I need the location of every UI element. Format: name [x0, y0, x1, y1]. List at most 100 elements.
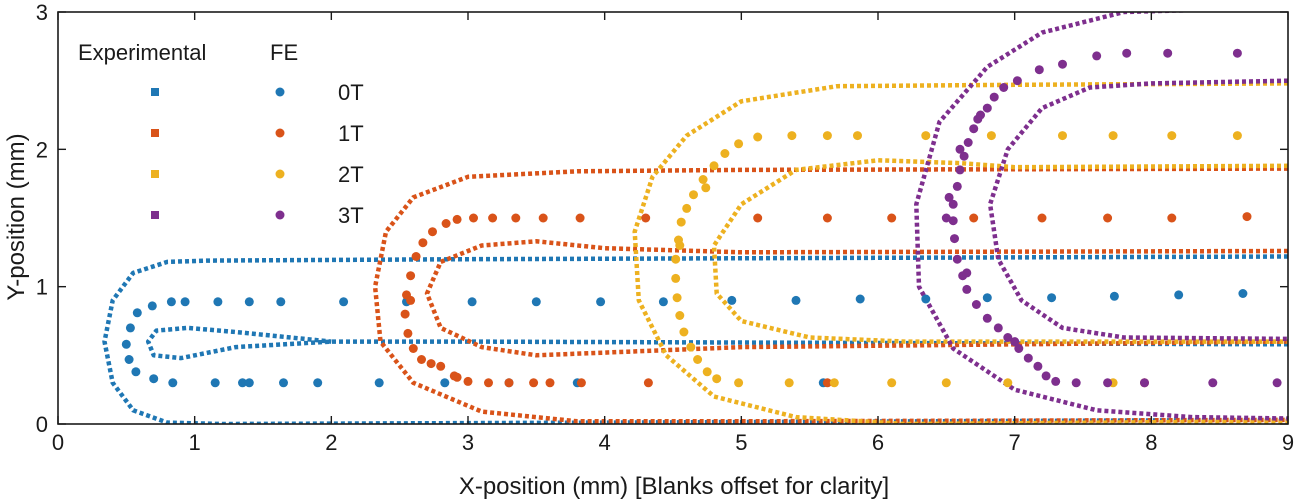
- fe-point-0t: [244, 378, 254, 388]
- fe-point-0t: [1238, 289, 1248, 298]
- y-tick-label: 3: [36, 0, 48, 25]
- fe-point-1t: [529, 378, 539, 388]
- fe-point-2t: [709, 161, 719, 171]
- fe-point-2t: [1058, 131, 1067, 141]
- fe-point-0t: [440, 378, 450, 388]
- y-tick-label: 0: [36, 412, 48, 437]
- fe-point-3t: [1003, 333, 1013, 342]
- fe-point-3t: [959, 151, 969, 161]
- fe-point-2t: [734, 378, 744, 388]
- axes: 0 1 2 3 4 5 6 7 8 9 0 1 2 3: [36, 0, 1294, 455]
- x-tick-label: 7: [1009, 430, 1021, 455]
- fe-point-3t: [955, 165, 965, 175]
- fe-point-1t: [417, 355, 426, 364]
- legend-marker-fe-0t: [275, 87, 285, 97]
- fe-point-0t: [596, 297, 606, 307]
- plot-area: [102, 12, 1288, 424]
- x-tick-label: 3: [462, 430, 474, 455]
- x-tick-label: 2: [325, 430, 337, 455]
- fe-point-2t: [784, 378, 794, 388]
- legend-marker-experimental-3t: [151, 211, 159, 219]
- fe-point-3t: [1023, 353, 1033, 363]
- experimental-curve-2t-1: [711, 158, 1288, 344]
- fe-point-2t: [853, 131, 862, 141]
- fe-point-3t: [952, 181, 962, 191]
- fe-point-2t: [720, 149, 730, 158]
- fe-point-0t: [982, 293, 992, 303]
- fe-point-0t: [147, 301, 157, 311]
- fe-point-2t: [675, 241, 685, 250]
- fe-point-2t: [702, 367, 712, 377]
- fe-point-1t: [406, 271, 416, 281]
- x-tick-label: 6: [872, 430, 884, 455]
- experimental-curve-3t-0: [914, 12, 1288, 421]
- legend-marker-experimental-1t: [151, 129, 159, 137]
- fe-point-2t: [675, 311, 685, 320]
- fe-point-0t: [658, 297, 668, 307]
- fe-point-1t: [418, 238, 428, 248]
- fe-point-0t: [374, 378, 384, 388]
- fe-point-3t: [1058, 59, 1067, 69]
- fe-point-3t: [1163, 48, 1173, 58]
- fe-point-2t: [753, 132, 763, 142]
- fe-point-0t: [1047, 293, 1057, 303]
- fe-point-2t: [986, 131, 996, 141]
- fe-point-0t: [791, 295, 801, 305]
- fe-point-3t: [1140, 378, 1149, 388]
- fe-point-1t: [545, 378, 555, 388]
- fe-point-1t: [822, 213, 832, 223]
- fe-point-1t: [1103, 213, 1113, 223]
- fe-point-3t: [1041, 371, 1051, 381]
- fe-point-1t: [411, 252, 421, 261]
- fe-point-2t: [787, 131, 797, 141]
- fe-point-1t: [469, 213, 478, 223]
- fe-point-1t: [887, 213, 897, 223]
- x-axis-label: X-position (mm) [Blanks offset for clari…: [459, 473, 889, 500]
- fe-point-0t: [339, 297, 349, 307]
- fe-point-0t: [1174, 290, 1184, 300]
- fe-point-0t: [921, 294, 931, 304]
- fe-point-3t: [962, 284, 972, 294]
- fe-point-0t: [180, 297, 190, 307]
- fe-point-1t: [576, 378, 586, 388]
- fe-point-3t: [952, 254, 962, 264]
- legend: Experimental FE 0T 1T 2T 3T: [66, 26, 382, 236]
- fe-point-2t: [829, 378, 839, 388]
- fe-point-3t: [1071, 378, 1081, 388]
- fe-point-0t: [276, 297, 286, 307]
- legend-marker-fe-3t: [275, 210, 285, 220]
- fe-point-2t: [1232, 131, 1242, 141]
- fe-point-2t: [921, 131, 931, 141]
- fe-point-3t: [948, 199, 958, 209]
- fe-point-0t: [467, 297, 477, 307]
- fe-point-3t: [1208, 378, 1218, 388]
- experimental-curve-1t-1: [424, 239, 1288, 358]
- x-tick-label: 9: [1282, 430, 1294, 455]
- fe-point-0t: [531, 297, 541, 307]
- fe-point-1t: [436, 361, 446, 371]
- fe-point-2t: [671, 254, 681, 264]
- x-tick-label: 8: [1145, 430, 1157, 455]
- fe-point-2t: [1167, 131, 1177, 141]
- fe-point-0t: [213, 297, 223, 307]
- legend-marker-fe-2t: [275, 169, 285, 179]
- x-tick-label: 5: [735, 430, 747, 455]
- fe-point-1t: [403, 328, 413, 338]
- fe-point-1t: [426, 359, 436, 369]
- fe-point-1t: [643, 378, 653, 388]
- legend-label-2t: 2T: [338, 162, 364, 187]
- fe-point-3t: [971, 300, 981, 309]
- fe-point-2t: [701, 183, 711, 193]
- fe-point-0t: [168, 378, 178, 388]
- fe-point-1t: [575, 213, 585, 223]
- fe-point-2t: [676, 217, 686, 227]
- fe-point-1t: [400, 309, 410, 319]
- legend-label-1t: 1T: [338, 121, 364, 146]
- fe-point-2t: [941, 378, 951, 388]
- fe-point-1t: [753, 213, 763, 223]
- fe-point-3t: [976, 110, 985, 120]
- fe-point-3t: [1051, 376, 1061, 386]
- fe-point-2t: [887, 378, 897, 388]
- fe-point-2t: [672, 293, 682, 303]
